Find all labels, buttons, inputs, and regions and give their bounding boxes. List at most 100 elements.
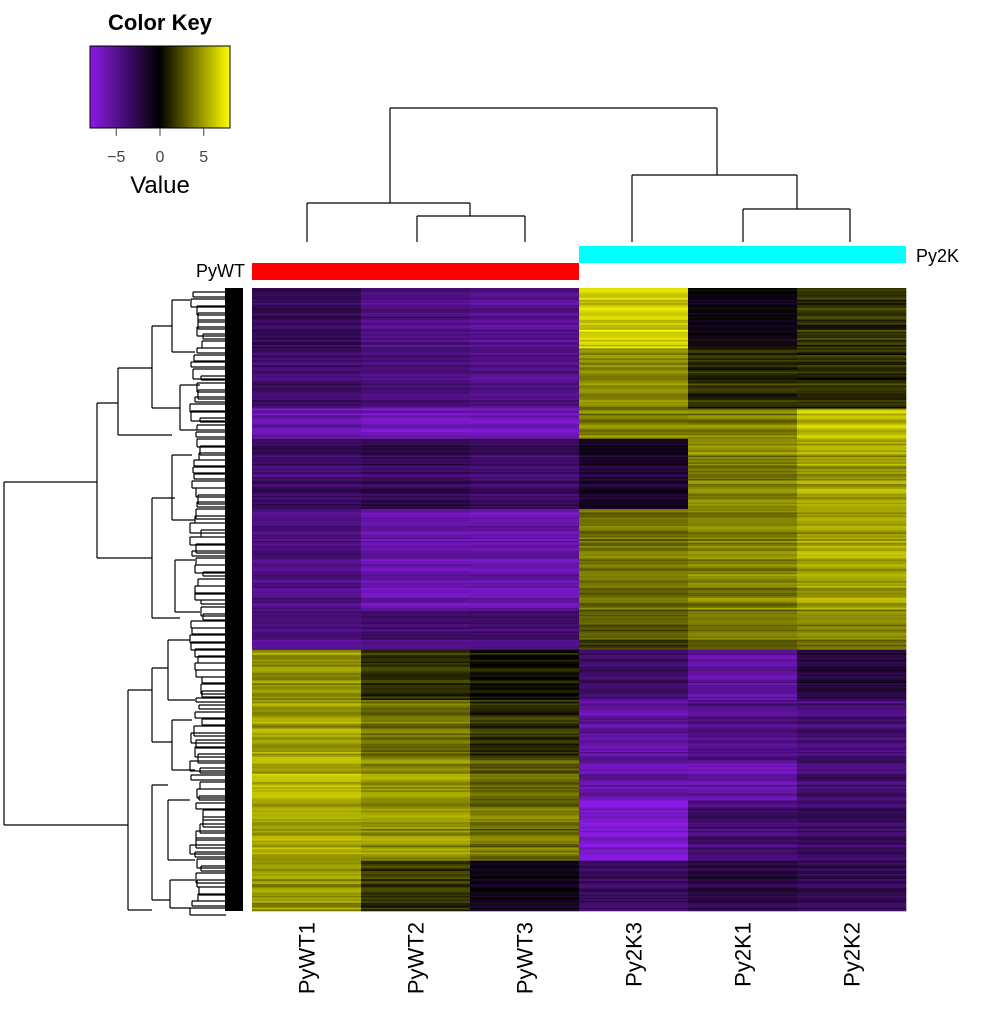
- heatmap-cell: [252, 701, 362, 704]
- heatmap-cell: [470, 524, 580, 527]
- heatmap-cell: [797, 895, 907, 898]
- heatmap-cell: [688, 726, 798, 729]
- heatmap-cell: [688, 877, 798, 880]
- heatmap-cell: [470, 378, 580, 381]
- heatmap-cell: [797, 803, 907, 806]
- heatmap-cell: [470, 458, 580, 461]
- heatmap-cell: [688, 395, 798, 398]
- heatmap-cell: [470, 706, 580, 709]
- heatmap-cell: [688, 576, 798, 579]
- heatmap-cell: [252, 318, 362, 321]
- heatmap-cell: [252, 691, 362, 694]
- heatmap-cell: [252, 720, 362, 723]
- heatmap-cell: [252, 475, 362, 478]
- heatmap-cell: [470, 659, 580, 662]
- heatmap-cell: [579, 566, 689, 568]
- heatmap-cell: [688, 815, 798, 818]
- heatmap-cell: [797, 756, 907, 759]
- heatmap-cell: [688, 472, 798, 475]
- heatmap-cell: [470, 815, 580, 818]
- heatmap-cell: [797, 391, 907, 394]
- heatmap-cell: [579, 728, 689, 731]
- heatmap-cell: [579, 699, 689, 702]
- heatmap-cell: [688, 844, 798, 846]
- heatmap-cell: [579, 857, 689, 860]
- heatmap-cell: [252, 289, 362, 292]
- heatmap-cell: [252, 577, 362, 580]
- heatmap-cell: [579, 344, 689, 347]
- heatmap-cell: [579, 624, 689, 627]
- heatmap-cell: [797, 396, 907, 399]
- heatmap-cell: [688, 450, 798, 453]
- heatmap-cell: [688, 552, 798, 555]
- heatmap-cell: [797, 664, 907, 667]
- heatmap-cell: [470, 671, 580, 674]
- heatmap-cell: [797, 393, 907, 396]
- heatmap-cell: [797, 907, 907, 910]
- heatmap-cell: [688, 294, 798, 297]
- heatmap-cell: [252, 321, 362, 324]
- heatmap-cell: [470, 483, 580, 486]
- heatmap-cell: [797, 902, 907, 905]
- heatmap-cell: [797, 870, 907, 873]
- heatmap-cell: [470, 584, 580, 587]
- heatmap-cell: [797, 515, 907, 518]
- heatmap-cell: [688, 691, 798, 694]
- heatmap-cell: [797, 777, 907, 779]
- heatmap-cell: [361, 450, 471, 453]
- heatmap-cell: [470, 753, 580, 756]
- heatmap-cell: [470, 294, 580, 297]
- heatmap-cell: [797, 755, 907, 758]
- heatmap-cell: [470, 577, 580, 580]
- heatmap-cell: [470, 460, 580, 463]
- heatmap-cell: [470, 793, 580, 796]
- heatmap-cell: [361, 787, 471, 790]
- heatmap-cell: [579, 540, 689, 543]
- heatmap-cell: [579, 420, 689, 423]
- heatmap-cell: [470, 740, 580, 743]
- heatmap-cell: [797, 376, 907, 379]
- heatmap-cell: [797, 812, 907, 815]
- heatmap-cell: [361, 512, 471, 515]
- heatmap-cell: [579, 710, 689, 712]
- heatmap-cell: [579, 766, 689, 769]
- heatmap-cell: [470, 900, 580, 903]
- heatmap-cell: [688, 787, 798, 790]
- heatmap-cell: [361, 415, 471, 418]
- heatmap-cell: [252, 437, 362, 440]
- heatmap-cell: [688, 684, 798, 687]
- heatmap-cell: [797, 517, 907, 520]
- heatmap-cell: [797, 378, 907, 381]
- heatmap-cell: [688, 827, 798, 830]
- heatmap-cell: [688, 869, 798, 872]
- heatmap-cell: [579, 780, 689, 783]
- heatmap-cell: [470, 703, 580, 706]
- heatmap-cell: [252, 636, 362, 639]
- heatmap-cell: [361, 634, 471, 637]
- heatmap-cell: [252, 334, 362, 337]
- heatmap-cell: [361, 770, 471, 773]
- heatmap-cell: [470, 564, 580, 567]
- heatmap-cell: [579, 899, 689, 902]
- heatmap-cell: [579, 904, 689, 907]
- heatmap-cell: [797, 718, 907, 721]
- heatmap-cell: [579, 793, 689, 796]
- heatmap-cell: [252, 845, 362, 848]
- heatmap-cell: [252, 313, 362, 316]
- heatmap-cell: [470, 420, 580, 423]
- heatmap-cell: [361, 370, 471, 373]
- heatmap-cell: [688, 393, 798, 396]
- heatmap-cell: [252, 638, 362, 640]
- heatmap-cell: [688, 299, 798, 302]
- heatmap-cell: [797, 838, 907, 841]
- heatmap-cell: [470, 855, 580, 858]
- heatmap-cell: [252, 427, 362, 429]
- heatmap-cell: [361, 452, 471, 455]
- heatmap-cell: [252, 612, 362, 615]
- heatmap-cell: [252, 507, 362, 510]
- heatmap-cell: [688, 641, 798, 644]
- heatmap-cell: [579, 477, 689, 480]
- heatmap-cell: [688, 725, 798, 728]
- heatmap-cell: [797, 686, 907, 689]
- heatmap-cell: [361, 664, 471, 667]
